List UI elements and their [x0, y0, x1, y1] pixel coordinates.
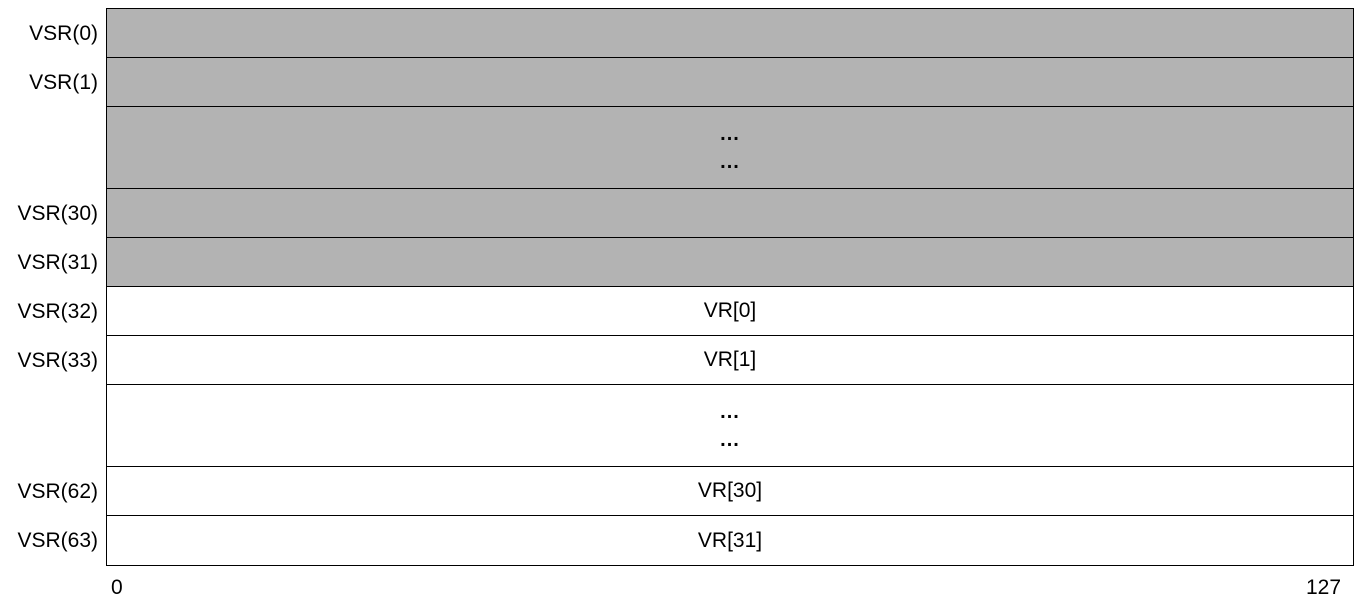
register-row: VR[31] — [107, 516, 1353, 565]
vr-label: VR[0] — [703, 299, 757, 322]
bit-start-label: 0 — [111, 576, 123, 599]
ellipsis-mark: ... — [720, 428, 740, 451]
vsr-label: VSR(30) — [17, 201, 98, 225]
register-diagram: ...... VR[0] VR[1]...... VR[30] VR[31] — [106, 8, 1354, 566]
register-row — [107, 58, 1353, 107]
vsr-label: VSR(0) — [29, 21, 98, 45]
register-row — [107, 9, 1353, 58]
vsr-label: VSR(1) — [29, 70, 98, 94]
register-row — [107, 189, 1353, 238]
vsr-label: VSR(63) — [17, 528, 98, 552]
ellipsis-mark: ... — [720, 122, 740, 145]
bit-end-label: 127 — [1306, 576, 1342, 599]
register-row: VR[0] — [107, 287, 1353, 336]
vr-label: VR[30] — [697, 479, 763, 502]
ellipsis-mark: ... — [720, 400, 740, 423]
vr-label: VR[31] — [697, 528, 763, 552]
ellipsis-mark: ... — [720, 150, 740, 173]
vsr-label: VSR(31) — [17, 250, 98, 274]
register-row: VR[1] — [107, 336, 1353, 385]
vsr-label: VSR(32) — [17, 299, 98, 323]
register-row — [107, 238, 1353, 287]
ellipsis-row: ...... — [107, 107, 1353, 189]
ellipsis-row: ...... — [107, 385, 1353, 467]
register-row: VR[30] — [107, 467, 1353, 516]
vsr-label: VSR(62) — [17, 479, 98, 503]
vsr-label: VSR(33) — [17, 348, 98, 372]
vr-label: VR[1] — [703, 348, 757, 371]
